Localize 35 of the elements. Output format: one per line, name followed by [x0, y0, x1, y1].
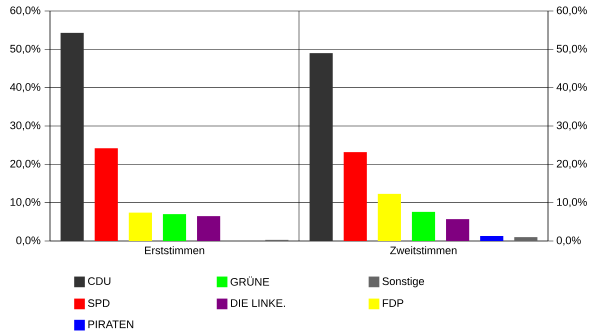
- bar: [378, 194, 401, 241]
- y2-tick-label: 60,0%: [556, 6, 587, 16]
- y-tick-label: 0,0%: [16, 236, 40, 246]
- y-tick-label: 30,0%: [10, 121, 40, 131]
- legend-label: SPD: [88, 299, 110, 308]
- y2-tick-label: 30,0%: [556, 121, 587, 131]
- y2-tick-label: 50,0%: [556, 44, 587, 54]
- bar: [412, 212, 436, 241]
- y-tick-label: 10,0%: [10, 198, 40, 208]
- y2-tick-label: 20,0%: [556, 160, 587, 169]
- x-tick-label: Zweitstimmen: [390, 246, 457, 254]
- bar: [514, 237, 538, 241]
- y-tick-label: 50,0%: [10, 44, 40, 54]
- y-tick-label: 20,0%: [10, 160, 40, 169]
- bar: [60, 32, 84, 241]
- legend-label: GRÜNE: [230, 276, 270, 286]
- legend-label: CDU: [88, 277, 110, 285]
- bar: [310, 53, 333, 241]
- y-tick-label: 60,0%: [10, 6, 40, 16]
- y2-tick-label: 0,0%: [556, 236, 581, 246]
- bar: [162, 214, 186, 241]
- bar: [94, 148, 118, 241]
- bar: [446, 219, 470, 241]
- bar: [344, 152, 367, 241]
- x-tick-label: Erststimmen: [145, 246, 204, 254]
- y2-tick-label: 40,0%: [556, 83, 587, 92]
- legend-label: PIRATEN: [88, 320, 134, 328]
- y2-tick-label: 10,0%: [557, 198, 587, 208]
- legend-label: DIE LINKE.: [230, 299, 285, 307]
- legend-label: Sonstige: [382, 277, 424, 288]
- bar: [197, 216, 220, 241]
- bar: [128, 212, 152, 241]
- bar: [480, 236, 504, 241]
- legend-label: FDP: [382, 299, 404, 307]
- y-tick-label: 40,0%: [10, 83, 40, 92]
